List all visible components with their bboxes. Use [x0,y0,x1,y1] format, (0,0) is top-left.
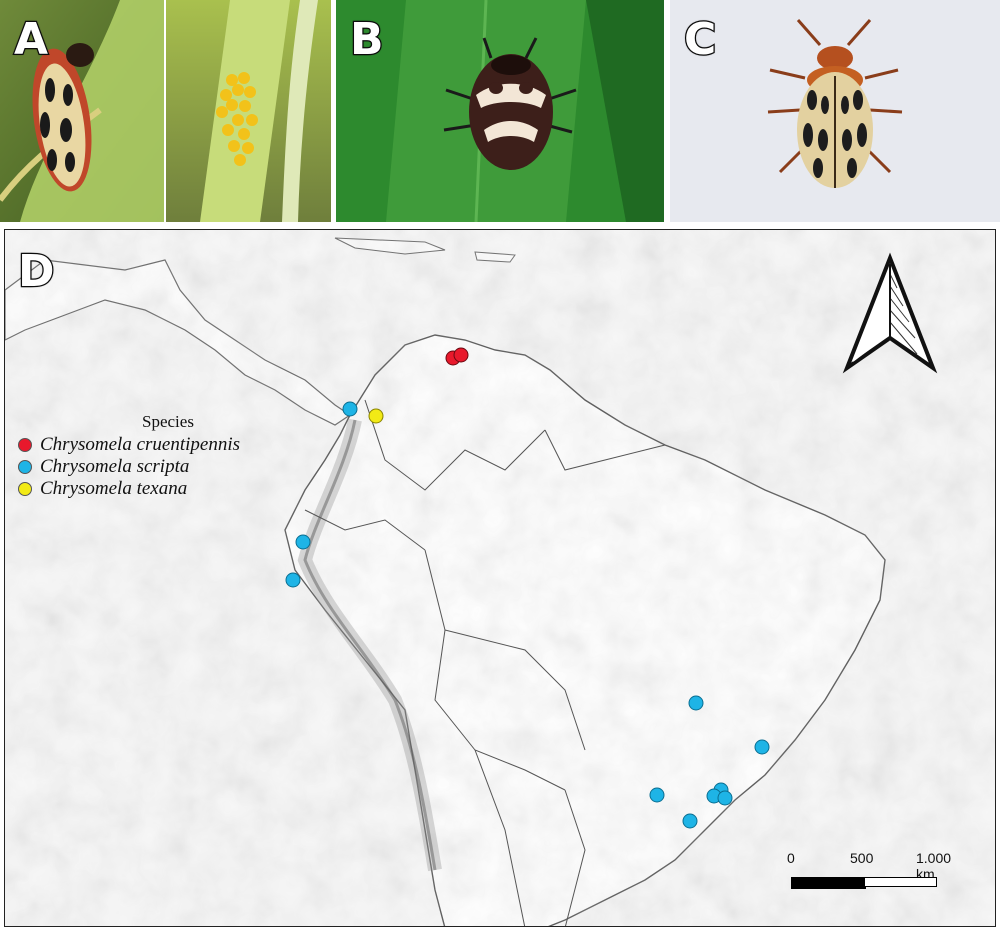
beetle-on-leaf-photo [0,0,331,222]
occurrence-point [368,408,384,424]
legend-swatch-red [18,438,32,452]
scale-bar: 0 500 1.000 km [770,850,960,900]
occurrence-point [688,695,704,711]
scale-label-0: 0 [787,850,795,866]
occurrences-scripta [285,401,770,829]
legend-swatch-blue [18,460,32,474]
scale-bar-white-segment [864,877,937,887]
panel-label-c: C [683,14,718,65]
scale-bar-black-segment [791,877,866,889]
occurrence-point [453,347,469,363]
map-legend: Species Chrysomela cruentipennis Chrysom… [18,412,240,500]
south-america-map [5,230,995,926]
scale-label-500: 500 [850,850,874,866]
panel-label-b: B [349,14,385,65]
beetle-on-white-photo [670,0,1000,222]
distribution-map [4,229,996,927]
photo-panel-b [336,0,664,222]
occurrences-texana [368,408,384,424]
legend-label: Chrysomela cruentipennis [40,434,241,455]
photo-panel-a [0,0,331,222]
legend-item: Chrysomela scripta [18,456,240,478]
beetle-on-leaf-photo [336,0,664,222]
north-arrow-icon [842,252,938,374]
occurrence-point [682,813,698,829]
legend-label: Chrysomela scripta [40,456,190,477]
occurrence-point [342,401,358,417]
occurrence-point [649,787,665,803]
legend-title: Species [142,412,194,431]
occurrences-cruentipennis [445,347,469,366]
country-borders [304,399,666,926]
occurrence-point [285,572,301,588]
legend-label: Chrysomela texana [40,478,188,499]
occurrence-point [295,534,311,550]
panel-label-a: A [13,14,50,65]
legend-item: Chrysomela texana [18,478,240,500]
occurrence-point [717,790,733,806]
panel-label-d: D [17,246,56,297]
legend-swatch-yellow [18,482,32,496]
legend-item: Chrysomela cruentipennis [18,434,240,456]
occurrence-point [754,739,770,755]
photo-panel-c [670,0,1000,222]
